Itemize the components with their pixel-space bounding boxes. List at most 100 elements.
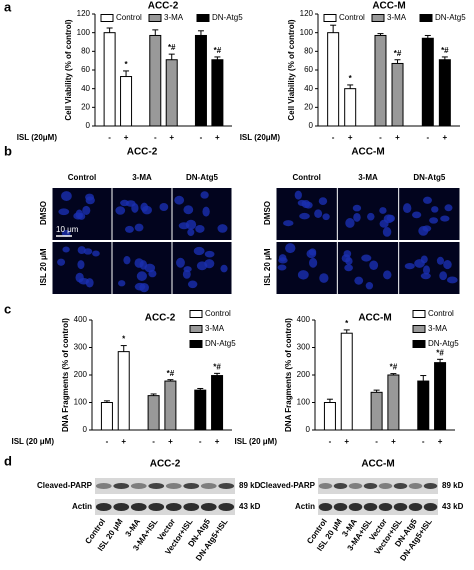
nucleus xyxy=(294,190,302,200)
y-tick-label: 40 xyxy=(304,84,313,93)
nucleus xyxy=(283,220,294,227)
nucleus xyxy=(85,196,95,205)
nucleus xyxy=(136,271,147,281)
nucleus xyxy=(125,225,134,233)
nucleus xyxy=(82,205,91,215)
significance-label: * xyxy=(122,335,126,344)
blot-band xyxy=(200,503,217,511)
legend-swatch xyxy=(412,325,426,333)
x-tick-label: + xyxy=(215,133,220,142)
significance-label: *# xyxy=(441,46,449,55)
y-tick-label: 60 xyxy=(81,65,90,74)
x-tick-label: - xyxy=(422,437,425,446)
nucleus xyxy=(193,246,205,256)
y-axis-label: DNA Fragments (% of control) xyxy=(61,318,70,432)
x-tick-label: - xyxy=(152,437,155,446)
nucleus xyxy=(436,256,444,265)
nucleus xyxy=(386,214,395,223)
nucleus xyxy=(412,211,422,219)
x-tick-label: + xyxy=(344,437,349,446)
nucleus xyxy=(75,272,84,283)
bar xyxy=(434,362,447,431)
legend-label: 3-MA xyxy=(205,324,225,333)
y-axis-label: Cell Viability (% of control) xyxy=(287,19,296,121)
nucleus xyxy=(118,280,126,287)
nucleus xyxy=(423,196,432,204)
bar xyxy=(340,332,353,431)
y-tick-label: 100 xyxy=(74,398,88,407)
nucleus xyxy=(318,197,328,205)
significance-label: *# xyxy=(394,49,402,58)
x-tick-label: - xyxy=(199,437,202,446)
nucleus xyxy=(420,272,431,280)
nucleus xyxy=(345,218,355,228)
significance-label: *# xyxy=(167,369,175,378)
blot-band xyxy=(423,503,438,511)
nucleus xyxy=(354,276,364,285)
x-tick-label: - xyxy=(379,133,382,142)
nucleus xyxy=(183,205,194,215)
legend-swatch xyxy=(371,14,385,22)
nucleus xyxy=(383,270,392,280)
significance-label: * xyxy=(345,319,349,328)
panel-label: d xyxy=(4,453,12,468)
y-tick-label: 100 xyxy=(300,28,314,37)
blot-band xyxy=(95,483,112,489)
bar xyxy=(417,380,430,431)
nucleus xyxy=(178,222,190,230)
y-tick-label: 120 xyxy=(300,9,314,18)
blot-size-label: 43 kD xyxy=(442,502,464,511)
bar xyxy=(194,389,207,431)
nucleus xyxy=(278,254,287,262)
nucleus xyxy=(61,229,71,237)
legend-swatch xyxy=(412,310,426,318)
blot-band xyxy=(318,503,333,511)
nucleus xyxy=(62,246,70,253)
blot-band xyxy=(95,503,112,511)
nucleus xyxy=(200,191,209,199)
panel-label: c xyxy=(4,301,11,316)
blot-band xyxy=(165,483,182,489)
bar xyxy=(117,351,130,431)
blot-band xyxy=(348,483,363,489)
nucleus xyxy=(365,282,374,290)
bar xyxy=(344,88,357,127)
significance-label: * xyxy=(349,74,353,83)
bar xyxy=(147,395,160,431)
legend-swatch xyxy=(189,310,203,318)
y-axis-label: Cell Viability (% of control) xyxy=(64,19,73,121)
bar xyxy=(421,37,434,127)
x-tick-label: + xyxy=(169,133,174,142)
y-tick-label: 0 xyxy=(309,121,314,130)
column-label: Control xyxy=(68,173,96,182)
nucleus xyxy=(306,249,317,259)
nucleus xyxy=(297,199,307,206)
blot-row-label: Cleaved-PARP xyxy=(260,481,316,490)
blot-band xyxy=(183,503,200,511)
legend-label: 3-MA xyxy=(428,324,448,333)
nucleus xyxy=(382,227,392,237)
blot-band xyxy=(378,483,393,489)
blot-row-label: Actin xyxy=(295,502,315,511)
blot-size-label: 89 kD xyxy=(239,481,261,490)
nucleus xyxy=(443,259,452,270)
legend-swatch xyxy=(189,340,203,348)
bar xyxy=(120,76,133,127)
legend-swatch xyxy=(100,14,114,22)
blot-band xyxy=(148,503,165,511)
y-tick-label: 100 xyxy=(77,28,91,37)
y-tick-label: 400 xyxy=(297,315,311,324)
y-tick-label: 80 xyxy=(304,46,313,55)
nucleus xyxy=(204,250,215,258)
nucleus xyxy=(446,276,458,284)
y-tick-label: 120 xyxy=(77,9,91,18)
column-label: 3-MA xyxy=(132,173,152,182)
x-tick-label: - xyxy=(154,133,157,142)
y-tick-label: 20 xyxy=(304,102,313,111)
nucleus xyxy=(404,263,415,270)
chart-title: ACC-2 xyxy=(148,1,179,12)
x-tick-label: + xyxy=(121,437,126,446)
nucleus xyxy=(141,205,152,215)
blot-band xyxy=(333,483,348,489)
bar xyxy=(194,34,207,127)
